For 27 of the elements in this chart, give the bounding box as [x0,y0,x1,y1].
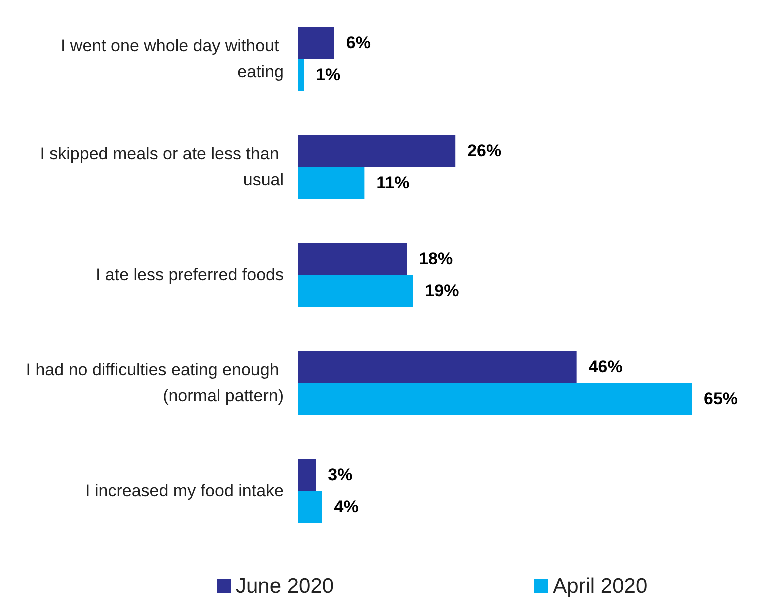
bar [298,243,408,275]
bar [298,383,692,415]
bar [298,59,304,91]
bar [298,27,334,59]
y-tick-label: I skipped meals or ate less than usual [40,144,284,190]
data-label: 3% [328,466,353,484]
bar [298,135,456,167]
data-label: 4% [334,498,359,516]
bar [298,167,365,199]
bar [298,491,322,523]
bar [298,275,414,307]
data-label: 19% [425,282,460,300]
y-tick-label: I had no difficulties eating enough (normal pattern) [26,360,284,406]
data-label: 18% [419,250,454,268]
y-tick-label: I increased my food intake [86,482,284,500]
data-label: 6% [346,34,371,52]
y-tick-label: I ate less preferred foods [96,266,284,284]
bar [298,351,577,383]
bar [298,459,316,491]
y-tick-label: I went one whole day without eating [60,36,284,82]
data-label: 1% [316,66,341,84]
legend-label: April 2020 [553,575,648,598]
data-label: 46% [588,358,623,376]
legend-label: June 2020 [236,575,334,598]
data-label: 65% [704,390,738,408]
data-label: 26% [468,142,502,160]
data-label: 11% [376,174,410,192]
